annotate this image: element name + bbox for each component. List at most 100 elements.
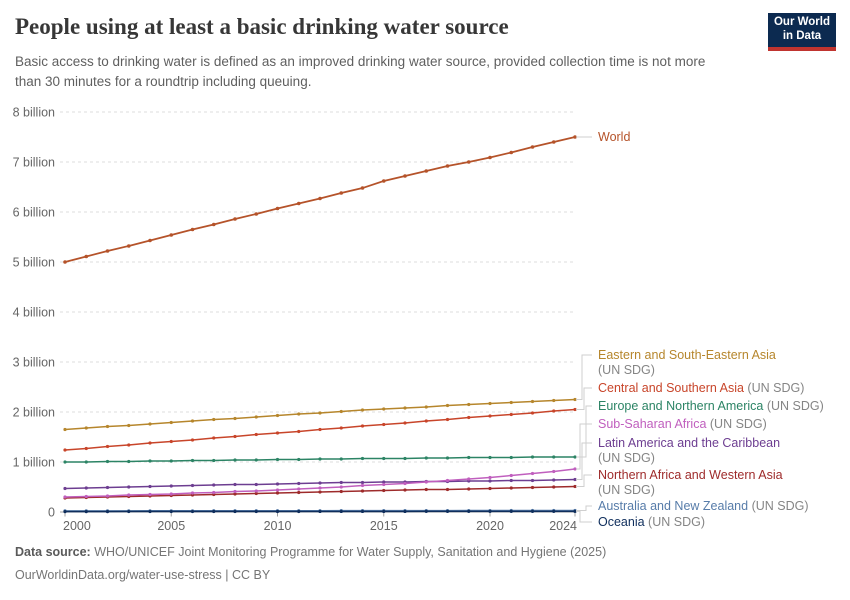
data-point-central-and-southern-asia[interactable]	[488, 414, 492, 418]
data-point-europe-and-northern-america[interactable]	[190, 458, 195, 463]
data-point-latin-america-and-the-caribbean[interactable]	[105, 485, 110, 490]
data-point-sub-saharan-africa[interactable]	[148, 492, 152, 497]
data-point-central-and-southern-asia[interactable]	[63, 448, 67, 452]
data-point-eastern-and-south-eastern-asia[interactable]	[275, 413, 280, 418]
data-point-northern-africa-and-western-asia[interactable]	[445, 487, 450, 492]
data-point-world[interactable]	[573, 135, 577, 139]
data-point-oceania[interactable]	[424, 509, 428, 513]
data-point-world[interactable]	[488, 155, 492, 160]
data-point-sub-saharan-africa[interactable]	[339, 485, 343, 489]
data-point-europe-and-northern-america[interactable]	[169, 459, 173, 463]
data-point-central-and-southern-asia[interactable]	[233, 434, 237, 439]
data-point-sub-saharan-africa[interactable]	[254, 489, 258, 493]
data-point-oceania[interactable]	[233, 509, 237, 514]
data-point-oceania[interactable]	[254, 509, 258, 514]
data-point-eastern-and-south-eastern-asia[interactable]	[63, 427, 67, 432]
data-point-latin-america-and-the-caribbean[interactable]	[552, 478, 556, 482]
data-point-central-and-southern-asia[interactable]	[573, 407, 577, 412]
data-point-sub-saharan-africa[interactable]	[403, 481, 407, 486]
data-point-europe-and-northern-america[interactable]	[254, 458, 258, 462]
data-point-eastern-and-south-eastern-asia[interactable]	[127, 423, 131, 428]
data-point-oceania[interactable]	[190, 509, 195, 514]
data-point-central-and-southern-asia[interactable]	[84, 446, 88, 451]
data-point-eastern-and-south-eastern-asia[interactable]	[573, 397, 577, 402]
data-point-central-and-southern-asia[interactable]	[275, 431, 280, 435]
data-point-europe-and-northern-america[interactable]	[530, 455, 535, 459]
data-point-sub-saharan-africa[interactable]	[169, 492, 173, 496]
data-point-latin-america-and-the-caribbean[interactable]	[339, 480, 343, 485]
data-point-world[interactable]	[105, 249, 110, 253]
data-point-oceania[interactable]	[530, 509, 535, 513]
data-point-eastern-and-south-eastern-asia[interactable]	[339, 409, 343, 414]
data-point-central-and-southern-asia[interactable]	[127, 443, 131, 447]
data-point-central-and-southern-asia[interactable]	[169, 439, 173, 444]
data-point-oceania[interactable]	[339, 509, 343, 514]
data-point-eastern-and-south-eastern-asia[interactable]	[105, 424, 110, 429]
data-point-central-and-southern-asia[interactable]	[445, 417, 450, 422]
data-point-europe-and-northern-america[interactable]	[424, 456, 428, 460]
data-point-northern-africa-and-western-asia[interactable]	[530, 485, 535, 490]
data-point-europe-and-northern-america[interactable]	[297, 457, 301, 462]
legend-item-europe-and-northern-america[interactable]: Europe and Northern America (UN SDG)	[598, 399, 842, 414]
data-point-northern-africa-and-western-asia[interactable]	[552, 485, 556, 489]
data-point-latin-america-and-the-caribbean[interactable]	[148, 484, 152, 489]
data-point-world[interactable]	[169, 233, 174, 237]
data-point-world[interactable]	[254, 212, 259, 216]
data-point-northern-africa-and-western-asia[interactable]	[573, 484, 577, 489]
data-point-latin-america-and-the-caribbean[interactable]	[530, 478, 535, 483]
legend-item-world[interactable]: World	[598, 130, 842, 145]
data-point-central-and-southern-asia[interactable]	[509, 412, 513, 417]
data-point-northern-africa-and-western-asia[interactable]	[297, 490, 301, 495]
data-point-central-and-southern-asia[interactable]	[254, 432, 258, 437]
data-point-oceania[interactable]	[63, 510, 67, 514]
data-point-world[interactable]	[126, 244, 131, 248]
data-point-northern-africa-and-western-asia[interactable]	[467, 487, 471, 491]
data-point-latin-america-and-the-caribbean[interactable]	[254, 482, 258, 487]
data-point-world[interactable]	[466, 160, 471, 164]
data-point-world[interactable]	[424, 169, 429, 173]
data-point-northern-africa-and-western-asia[interactable]	[488, 486, 492, 491]
data-point-europe-and-northern-america[interactable]	[360, 456, 365, 461]
data-point-eastern-and-south-eastern-asia[interactable]	[382, 407, 386, 411]
data-point-europe-and-northern-america[interactable]	[275, 457, 280, 462]
data-point-sub-saharan-africa[interactable]	[105, 494, 110, 498]
data-point-sub-saharan-africa[interactable]	[424, 480, 428, 484]
data-point-eastern-and-south-eastern-asia[interactable]	[254, 415, 258, 419]
legend-item-northern-africa-and-western-asia[interactable]: Northern Africa and Western Asia (UN SDG)	[598, 468, 842, 497]
data-point-world[interactable]	[445, 164, 450, 168]
data-point-oceania[interactable]	[148, 509, 152, 514]
data-point-europe-and-northern-america[interactable]	[467, 455, 471, 460]
data-point-sub-saharan-africa[interactable]	[297, 487, 301, 491]
data-point-eastern-and-south-eastern-asia[interactable]	[552, 398, 556, 403]
data-point-latin-america-and-the-caribbean[interactable]	[84, 486, 88, 490]
data-point-sub-saharan-africa[interactable]	[509, 473, 513, 478]
data-point-oceania[interactable]	[573, 509, 577, 513]
data-point-northern-africa-and-western-asia[interactable]	[275, 491, 280, 495]
data-point-eastern-and-south-eastern-asia[interactable]	[148, 422, 152, 426]
data-point-eastern-and-south-eastern-asia[interactable]	[169, 420, 173, 425]
legend-item-latin-america-and-the-caribbean[interactable]: Latin America and the Caribbean (UN SDG)	[598, 436, 842, 465]
data-point-sub-saharan-africa[interactable]	[127, 493, 131, 497]
data-point-eastern-and-south-eastern-asia[interactable]	[318, 411, 322, 415]
data-point-eastern-and-south-eastern-asia[interactable]	[530, 399, 535, 404]
data-point-latin-america-and-the-caribbean[interactable]	[212, 483, 216, 487]
data-point-sub-saharan-africa[interactable]	[552, 469, 556, 474]
data-point-sub-saharan-africa[interactable]	[445, 478, 450, 483]
data-point-world[interactable]	[275, 206, 280, 211]
data-point-northern-africa-and-western-asia[interactable]	[254, 491, 258, 496]
data-point-world[interactable]	[318, 196, 322, 201]
data-point-sub-saharan-africa[interactable]	[275, 488, 280, 492]
data-point-northern-africa-and-western-asia[interactable]	[424, 487, 428, 492]
data-point-central-and-southern-asia[interactable]	[148, 441, 152, 445]
data-point-latin-america-and-the-caribbean[interactable]	[63, 486, 67, 491]
data-point-europe-and-northern-america[interactable]	[445, 456, 450, 460]
data-point-world[interactable]	[84, 254, 89, 259]
data-point-oceania[interactable]	[297, 509, 301, 514]
data-point-latin-america-and-the-caribbean[interactable]	[488, 479, 492, 483]
data-point-latin-america-and-the-caribbean[interactable]	[382, 480, 386, 484]
data-point-europe-and-northern-america[interactable]	[212, 458, 216, 463]
data-point-oceania[interactable]	[169, 509, 173, 514]
data-point-oceania[interactable]	[552, 509, 556, 513]
data-point-central-and-southern-asia[interactable]	[403, 421, 407, 425]
data-point-europe-and-northern-america[interactable]	[382, 456, 386, 461]
